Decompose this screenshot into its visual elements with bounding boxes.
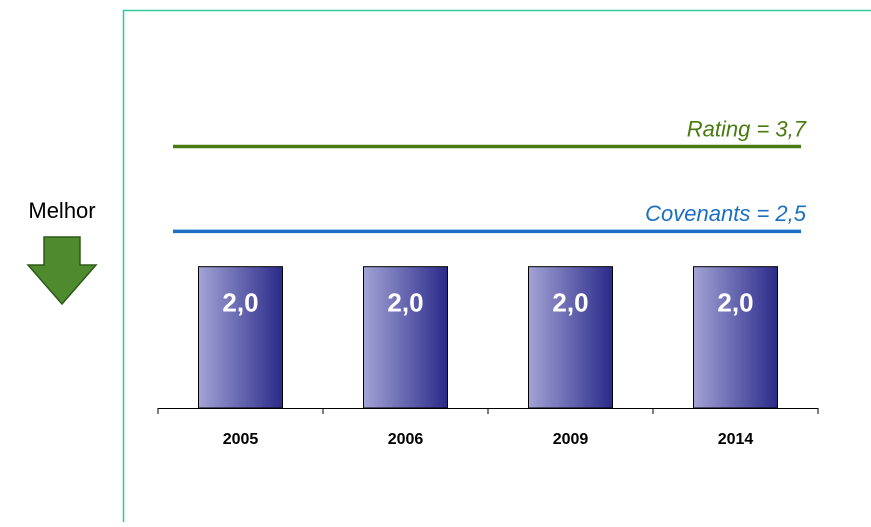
- down-arrow: [26, 236, 98, 306]
- bar: [198, 266, 283, 409]
- x-tick-label: 2005: [223, 431, 259, 448]
- bar: [693, 266, 778, 409]
- value-label: 2,0: [717, 288, 753, 318]
- value-label: 2,0: [387, 288, 423, 318]
- reference-label: Covenants = 2,5: [645, 201, 807, 226]
- value-label: 2,0: [552, 288, 588, 318]
- x-tick-label: 2009: [553, 431, 589, 448]
- side-label: Melhor: [28, 198, 95, 223]
- x-tick-label: 2006: [388, 431, 424, 448]
- value-label: 2,0: [222, 288, 258, 318]
- bar: [528, 266, 613, 409]
- bar: [363, 266, 448, 409]
- reference-label: Rating = 3,7: [687, 116, 807, 141]
- x-tick-label: 2014: [718, 431, 754, 448]
